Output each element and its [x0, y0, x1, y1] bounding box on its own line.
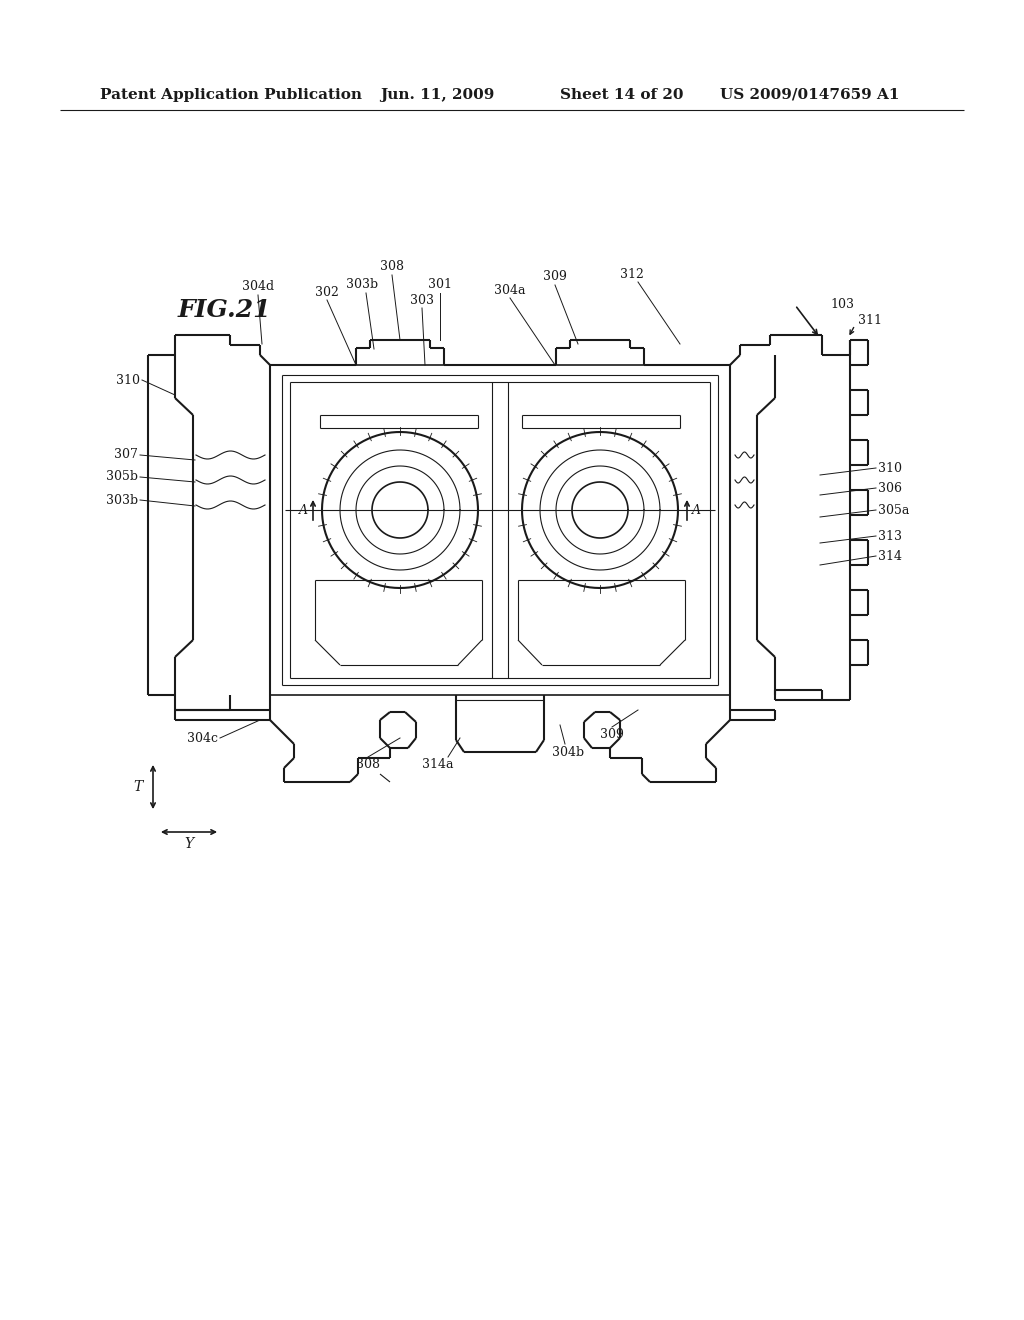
Text: 311: 311: [858, 314, 882, 326]
Text: 308: 308: [380, 260, 404, 273]
Text: 304c: 304c: [187, 731, 218, 744]
Text: 304a: 304a: [495, 284, 525, 297]
Text: FIG.21: FIG.21: [178, 298, 271, 322]
Text: 305b: 305b: [106, 470, 138, 483]
Text: 310: 310: [116, 374, 140, 387]
Text: A: A: [692, 503, 701, 516]
Text: 304b: 304b: [552, 746, 584, 759]
Text: 303: 303: [410, 293, 434, 306]
Text: A: A: [299, 503, 308, 516]
Text: 310: 310: [878, 462, 902, 474]
Text: US 2009/0147659 A1: US 2009/0147659 A1: [720, 88, 899, 102]
Text: 314a: 314a: [422, 759, 454, 771]
Text: 309: 309: [543, 271, 567, 284]
Text: Jun. 11, 2009: Jun. 11, 2009: [380, 88, 495, 102]
Text: 306: 306: [878, 482, 902, 495]
Text: 307: 307: [114, 449, 138, 462]
Text: 312: 312: [621, 268, 644, 281]
Text: Patent Application Publication: Patent Application Publication: [100, 88, 362, 102]
Text: Y: Y: [184, 837, 194, 851]
Text: 314: 314: [878, 549, 902, 562]
Text: 303b: 303b: [105, 494, 138, 507]
Text: 309: 309: [600, 729, 624, 742]
Text: 313: 313: [878, 529, 902, 543]
Text: T: T: [134, 780, 143, 795]
Text: 305a: 305a: [878, 503, 909, 516]
Text: 301: 301: [428, 279, 452, 292]
Text: 303b: 303b: [346, 279, 378, 292]
Text: 304d: 304d: [242, 281, 274, 293]
Text: 103: 103: [830, 298, 854, 312]
Text: 302: 302: [315, 285, 339, 298]
Text: 308: 308: [356, 759, 380, 771]
Text: Sheet 14 of 20: Sheet 14 of 20: [560, 88, 683, 102]
